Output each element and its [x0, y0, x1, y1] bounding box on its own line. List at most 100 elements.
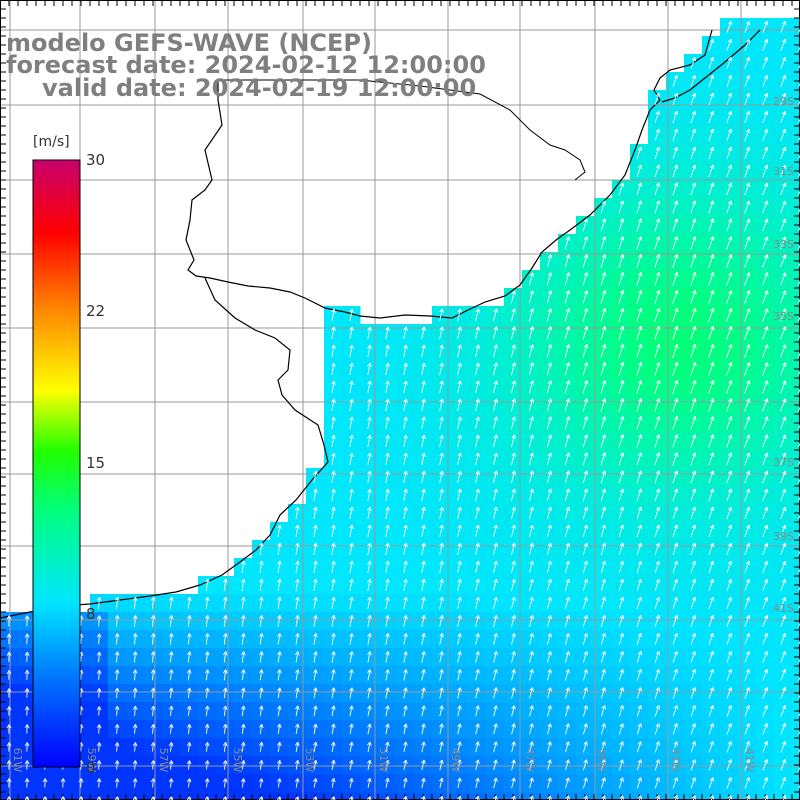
wind-arrow: [492, 344, 499, 358]
wind-arrow: [475, 398, 480, 412]
wind-arrow: [762, 272, 769, 286]
wind-arrow: [457, 416, 462, 430]
wind-arrow: [798, 41, 800, 51]
wind-arrow: [421, 398, 426, 412]
wind-arrow: [636, 236, 643, 250]
wind-arrow: [564, 344, 571, 358]
wind-arrow: [726, 218, 733, 232]
longitude-label: 55W: [231, 748, 244, 773]
wind-arrow: [367, 380, 372, 394]
wind-arrow: [726, 56, 733, 69]
wind-arrow: [600, 272, 607, 286]
wind-arrow: [762, 164, 769, 178]
wind-arrow: [744, 254, 751, 268]
wind-arrow: [510, 416, 517, 430]
wind-arrow: [349, 416, 354, 430]
wind-arrow: [708, 128, 715, 142]
wind-arrow: [528, 272, 535, 286]
wind-arrow: [762, 362, 769, 376]
wind-arrow: [690, 272, 697, 286]
wind-arrow: [475, 362, 480, 376]
wind-arrow: [780, 128, 787, 141]
coastline-south-america: [185, 29, 713, 319]
wind-arrow: [708, 343, 715, 358]
wind-arrow: [708, 218, 715, 232]
wind-arrow: [672, 74, 679, 87]
wind-arrow: [690, 146, 697, 160]
wind-arrow: [798, 262, 800, 268]
wind-arrow: [421, 434, 426, 448]
wind-arrow: [744, 74, 751, 87]
longitude-label: 49W: [449, 748, 462, 773]
wind-arrow: [636, 289, 643, 304]
wind-arrow: [708, 307, 715, 322]
wind-arrow: [546, 272, 553, 286]
wind-arrow: [762, 110, 769, 123]
wind-arrow: [726, 416, 733, 430]
wind-arrow: [672, 272, 679, 286]
wind-arrow: [726, 380, 733, 394]
colorbar-tick: 0: [86, 759, 96, 777]
wind-arrow: [475, 380, 480, 394]
wind-arrow: [457, 308, 462, 322]
wind-arrow: [654, 398, 661, 412]
wind-arrow: [798, 406, 800, 412]
wind-arrow: [780, 344, 787, 358]
wind-arrow: [564, 434, 571, 448]
wind-arrow: [582, 236, 589, 250]
wind-arrow: [780, 218, 787, 232]
wind-arrow: [457, 344, 462, 358]
wind-arrow: [726, 272, 733, 286]
wind-arrow: [672, 182, 679, 196]
wind-arrow: [726, 200, 733, 214]
wind-arrow: [762, 290, 769, 304]
wind-arrow: [618, 434, 625, 448]
wind-arrow: [367, 398, 372, 412]
wind-arrow: [349, 434, 354, 448]
longitude-label: 45W: [595, 748, 608, 773]
wind-arrow: [636, 254, 643, 268]
wind-arrow: [762, 92, 769, 105]
wind-arrow: [780, 254, 787, 268]
latitude-label: 37S: [773, 456, 794, 469]
wind-arrow: [654, 325, 661, 340]
wind-arrow: [798, 226, 800, 232]
wind-arrow: [762, 380, 769, 394]
longitude-label: 61W: [11, 748, 24, 773]
wind-arrows: [6, 20, 800, 800]
wind-arrow: [726, 92, 733, 105]
wind-arrow: [672, 416, 679, 430]
colorbar-tick: 15: [86, 454, 106, 472]
wind-arrow: [762, 416, 769, 430]
wind-arrow: [600, 344, 607, 358]
wind-arrow: [439, 416, 444, 430]
wind-arrow: [780, 326, 787, 340]
wind-arrow: [618, 307, 625, 322]
colorbar-tick: 8: [86, 605, 96, 623]
wind-arrow: [690, 110, 697, 123]
wind-arrow: [636, 272, 643, 286]
border-line-north: [218, 79, 586, 181]
wind-arrow: [780, 39, 787, 51]
wind-arrow: [654, 236, 661, 250]
wind-arrow: [690, 289, 697, 304]
wind-arrow: [672, 146, 679, 160]
colorbar: [32, 159, 81, 768]
wind-arrow: [349, 398, 354, 412]
latitude-label: 39S: [773, 530, 794, 543]
wind-arrow: [636, 307, 643, 322]
wind-arrow: [421, 344, 426, 358]
wind-arrow: [744, 200, 751, 214]
wind-arrow: [744, 92, 751, 105]
wind-arrow: [708, 146, 715, 160]
wind-arrow: [672, 361, 679, 376]
wind-arrow: [510, 344, 517, 358]
wind-arrow: [654, 289, 661, 304]
wind-arrow: [546, 254, 553, 268]
wind-arrow: [403, 344, 408, 358]
wind-arrow: [762, 344, 769, 358]
wind-arrow: [582, 416, 589, 430]
wind-arrow: [475, 416, 480, 430]
wind-arrow: [762, 128, 769, 141]
wind-arrow: [672, 110, 679, 123]
